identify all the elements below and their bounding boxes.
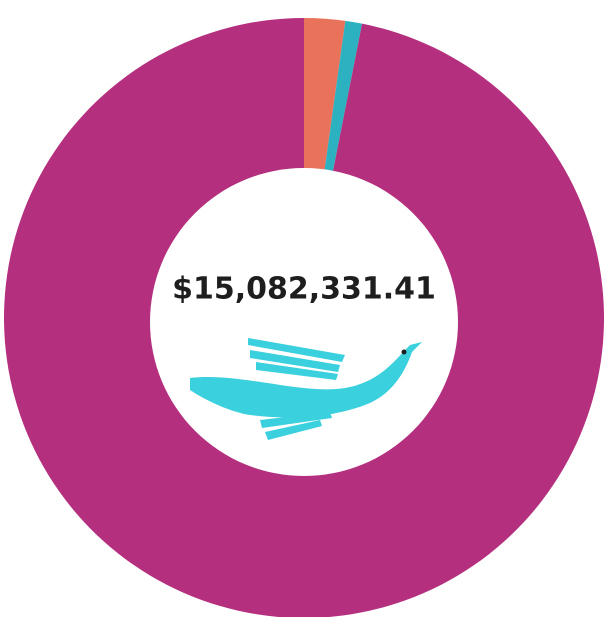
center-label: $15,082,331.41 <box>172 272 436 307</box>
bird-illustration <box>190 338 422 440</box>
